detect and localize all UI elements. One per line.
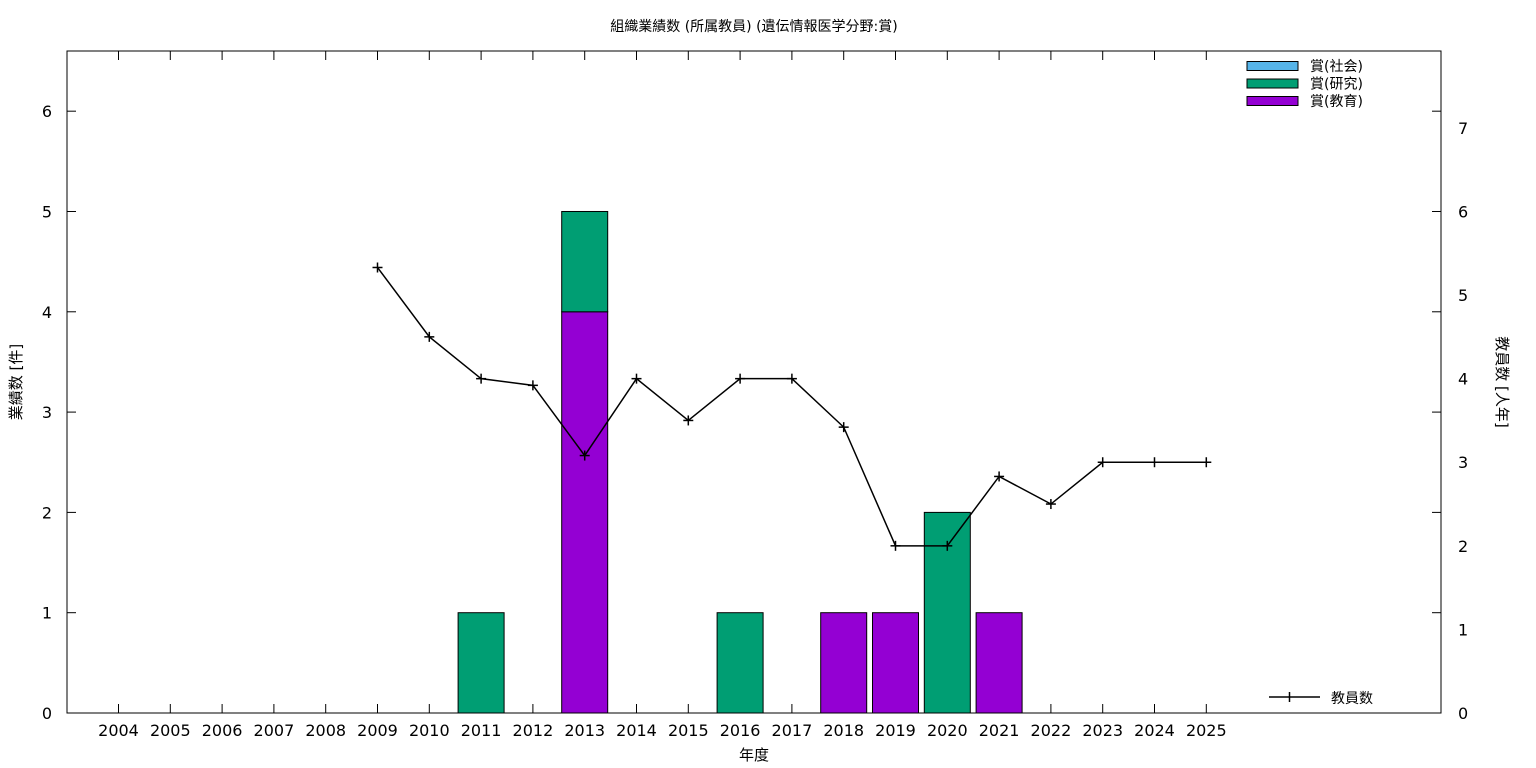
x-tick-label: 2008 (305, 721, 346, 740)
y-tick-label: 6 (42, 102, 52, 121)
line-point-2017 (786, 373, 797, 384)
x-tick-label: 2010 (409, 721, 450, 740)
y2-tick-label: 0 (1458, 704, 1468, 723)
legend-label-1: 賞(研究) (1310, 77, 1363, 93)
line-point-2009 (372, 262, 383, 273)
x-tick-label: 2018 (823, 721, 864, 740)
x-tick-label: 2004 (98, 721, 139, 740)
bar-2011-1 (457, 612, 505, 714)
bar-2013-2 (561, 311, 609, 714)
line-point-2019 (890, 540, 901, 551)
line-point-2024 (1149, 457, 1160, 468)
legend-label-0: 賞(社会) (1310, 59, 1363, 75)
bar-2018-2 (820, 612, 868, 714)
x-tick-label: 2016 (720, 721, 761, 740)
x-tick-label: 2009 (357, 721, 398, 740)
line-point-2020 (942, 540, 953, 551)
y2-tick-label: 2 (1458, 537, 1468, 556)
x-tick-label: 2007 (254, 721, 295, 740)
x-axis-label: 年度 (739, 746, 769, 764)
line-point-2014 (631, 373, 642, 384)
x-tick-label: 2017 (772, 721, 813, 740)
x-tick-label: 2014 (616, 721, 657, 740)
legend-swatch-2 (1246, 96, 1299, 106)
line-point-2011 (476, 373, 487, 384)
line-point-2016 (735, 373, 746, 384)
y-tick-label: 4 (42, 303, 52, 322)
legend-label-2: 賞(教育) (1310, 94, 1363, 110)
legend-swatch-1 (1246, 78, 1299, 89)
x-tick-label: 2011 (461, 721, 502, 740)
line-point-2010 (424, 331, 435, 342)
y2-tick-label: 5 (1458, 286, 1468, 305)
y2-tick-label: 4 (1458, 370, 1468, 389)
y-axis-label: 業績数 [件] (7, 344, 25, 420)
x-tick-label: 2025 (1186, 721, 1227, 740)
x-tick-label: 2021 (979, 721, 1020, 740)
x-tick-label: 2005 (150, 721, 191, 740)
x-tick-label: 2015 (668, 721, 709, 740)
x-tick-label: 2019 (875, 721, 916, 740)
y2-axis-label: 教員数 [人年] (1493, 336, 1511, 427)
y-tick-label: 2 (42, 503, 52, 522)
x-tick-label: 2006 (202, 721, 243, 740)
x-tick-label: 2022 (1031, 721, 1072, 740)
x-tick-label: 2012 (513, 721, 554, 740)
line-point-2023 (1097, 457, 1108, 468)
legend-swatch-0 (1246, 61, 1299, 71)
legend-line-label: 教員数 (1331, 691, 1373, 707)
y-tick-label: 1 (42, 604, 52, 623)
x-tick-label: 2020 (927, 721, 968, 740)
bar-2013-1 (561, 210, 609, 313)
line-point-2025 (1201, 457, 1212, 468)
x-tick-label: 2023 (1082, 721, 1123, 740)
y2-tick-label: 1 (1458, 620, 1468, 639)
bar-2019-2 (872, 612, 919, 714)
x-tick-label: 2013 (564, 721, 605, 740)
line-point-2022 (1045, 499, 1056, 510)
y2-tick-label: 6 (1458, 202, 1468, 221)
line-point-2018 (838, 422, 849, 433)
line-point-2012 (527, 380, 538, 391)
line-faculty-count (376, 267, 1207, 547)
bar-2016-1 (716, 612, 764, 714)
bar-2021-2 (975, 612, 1023, 714)
y-tick-label: 5 (42, 202, 52, 221)
y2-tick-label: 7 (1458, 119, 1468, 138)
line-point-2015 (683, 415, 694, 426)
chart-title: 組織業績数 (所属教員) (遺伝情報医学分野:賞) (610, 19, 897, 35)
y-tick-label: 0 (42, 704, 52, 723)
line-point-2021 (994, 471, 1005, 482)
line-point-2013 (579, 450, 590, 461)
y2-tick-label: 3 (1458, 453, 1468, 472)
x-tick-label: 2024 (1134, 721, 1175, 740)
y-tick-label: 3 (42, 403, 52, 422)
